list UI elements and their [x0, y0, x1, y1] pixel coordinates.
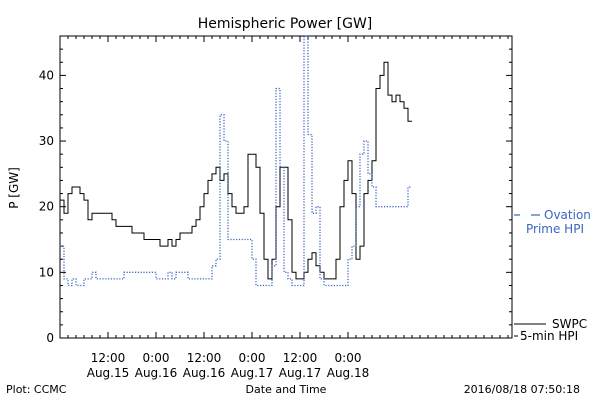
y-tick-label: 40	[39, 68, 54, 82]
x-axis-label: Date and Time	[246, 383, 327, 396]
x-tick-date-label: Aug.18	[327, 366, 370, 380]
x-tick-date-label: Aug.15	[87, 366, 130, 380]
x-tick-time-label: 12:00	[91, 351, 126, 365]
x-tick-date-label: Aug.16	[135, 366, 178, 380]
y-axis-label: P [GW]	[7, 167, 21, 209]
y-axis-ticks: 0 10 20 30 40	[39, 35, 512, 345]
ovation-legend-label-1: Ovation	[544, 208, 591, 222]
ovation-legend-label-2: Prime HPI	[526, 222, 584, 236]
y-tick-label: 20	[39, 200, 54, 214]
x-tick-time-label: 0:00	[335, 351, 362, 365]
x-tick-date-label: Aug.16	[183, 366, 226, 380]
x-tick-time-label: 12:00	[283, 351, 318, 365]
x-tick-date-label: Aug.17	[279, 366, 322, 380]
series-layer	[60, 35, 412, 287]
x-tick-date-label: Aug.17	[231, 366, 274, 380]
swpc-hpi-line	[60, 61, 412, 280]
x-tick-time-label: 12:00	[187, 351, 222, 365]
y-tick-label: 30	[39, 134, 54, 148]
swpc-legend-label-2: 5-min HPI	[520, 329, 578, 343]
x-axis-ticks: 12:00Aug.150:00Aug.1612:00Aug.160:00Aug.…	[67, 36, 509, 380]
y-tick-label: 0	[46, 331, 54, 345]
chart-title: Hemispheric Power [GW]	[198, 16, 373, 32]
x-tick-time-label: 0:00	[239, 351, 266, 365]
footer-credit: Plot: CCMC	[6, 383, 67, 396]
plot-frame	[59, 35, 513, 339]
ovation-prime-hpi-line	[60, 35, 412, 287]
x-tick-time-label: 0:00	[143, 351, 170, 365]
y-tick-label: 10	[39, 265, 54, 279]
footer-timestamp: 2016/08/18 07:50:18	[464, 383, 580, 396]
swpc-legend-label-1: SWPC	[552, 317, 587, 331]
